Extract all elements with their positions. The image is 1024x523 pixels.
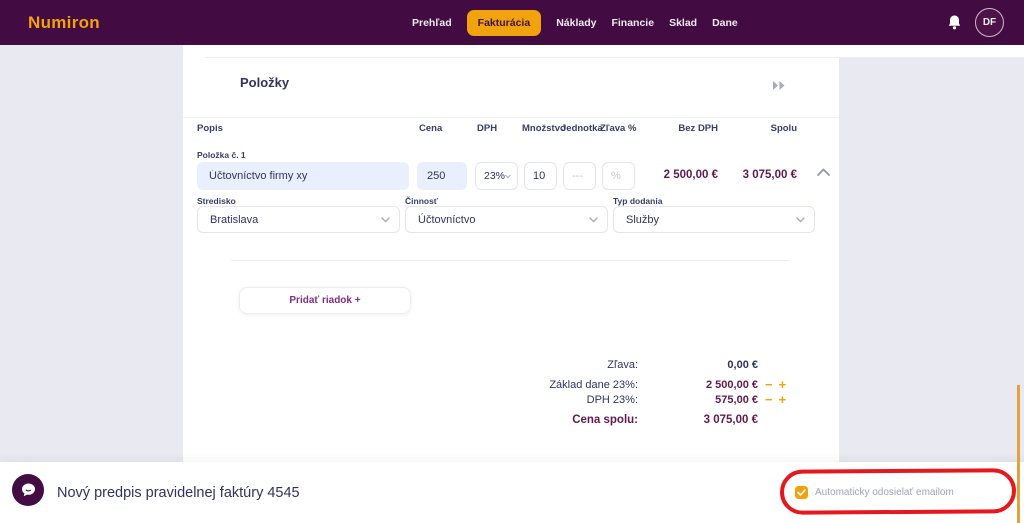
- description-input[interactable]: [197, 162, 409, 190]
- price-input[interactable]: [417, 162, 467, 190]
- discount-input[interactable]: [602, 162, 635, 190]
- header-right: DF: [947, 0, 1004, 45]
- nav-item-sklad[interactable]: Sklad: [669, 16, 698, 29]
- nav-item-naklady[interactable]: Náklady: [556, 16, 597, 29]
- nav-item-financie[interactable]: Financie: [611, 16, 655, 29]
- typ-dodania-label: Typ dodania: [613, 196, 663, 206]
- invoice-items-card: [183, 45, 839, 462]
- chevron-down-icon: [505, 174, 511, 178]
- check-icon: [797, 489, 806, 496]
- row-gross-amount: 3 075,00 €: [742, 169, 797, 181]
- column-header-zlava: Zľava %: [600, 123, 637, 134]
- summary-value: 575,00 €: [715, 393, 758, 406]
- app-logo[interactable]: Numiron: [28, 13, 100, 32]
- vat-select[interactable]: 23%: [475, 162, 518, 190]
- add-row-button[interactable]: Pridať riadok +: [239, 287, 411, 314]
- summary-row-zlava: Zľava: 0,00 €: [440, 357, 796, 372]
- summary-label: Zľava:: [607, 358, 638, 371]
- summary-label: DPH 23%:: [586, 393, 638, 406]
- summary-value: 2 500,00 €: [706, 378, 758, 391]
- nav-item-prehlad[interactable]: Prehľad: [412, 16, 452, 29]
- autosend-checkbox-group[interactable]: Automaticky odosielať emailom: [795, 462, 954, 523]
- summary-label: Základ dane 23%:: [549, 378, 638, 391]
- nav-item-dane[interactable]: Dane: [712, 16, 738, 29]
- summary-adjust: − +: [758, 378, 796, 391]
- row-net-amount: 2 500,00 €: [663, 169, 718, 181]
- column-header-jednotka: Jednotka: [561, 123, 603, 134]
- unit-input[interactable]: [563, 162, 596, 190]
- scrollbar-thumb[interactable]: [1017, 385, 1020, 523]
- decrease-vat-button[interactable]: −: [765, 392, 773, 407]
- summary-row-zaklad-dane: Základ dane 23%: 2 500,00 € − +: [440, 377, 796, 392]
- item-row-label: Položka č. 1: [197, 150, 246, 160]
- increase-base-button[interactable]: +: [778, 377, 787, 392]
- column-header-bez-dph: Bez DPH: [678, 123, 718, 134]
- autosend-label: Automaticky odosielať emailom: [815, 487, 954, 498]
- collapse-forward-icon[interactable]: [772, 80, 786, 91]
- chevron-down-icon: [381, 216, 390, 222]
- items-section-title: Položky: [240, 75, 290, 90]
- stredisko-label: Stredisko: [197, 196, 236, 206]
- column-header-mnozstvo: Množstvo: [522, 123, 566, 134]
- footer-bar: Nový predpis pravidelnej faktúry 4545 Au…: [0, 462, 1024, 523]
- autosend-checkbox[interactable]: [795, 486, 808, 499]
- cinnost-label: Činnosť: [405, 196, 438, 206]
- divider: [205, 57, 1024, 58]
- summary-row-dph: DPH 23%: 575,00 € − +: [440, 392, 796, 407]
- chevron-down-icon: [589, 216, 598, 222]
- stredisko-select[interactable]: Bratislava: [197, 206, 400, 233]
- summary-row-cena-spolu: Cena spolu: 3 075,00 €: [440, 412, 796, 427]
- main-nav: Prehľad Fakturácia Náklady Financie Skla…: [412, 0, 738, 45]
- typ-dodania-select[interactable]: Služby: [613, 206, 815, 233]
- column-header-popis: Popis: [197, 123, 223, 134]
- summary-value: 0,00 €: [727, 358, 758, 371]
- notifications-bell-icon[interactable]: [947, 14, 962, 31]
- avatar[interactable]: DF: [975, 8, 1004, 37]
- column-header-dph: DPH: [477, 123, 498, 134]
- column-header-cena: Cena: [419, 123, 443, 134]
- page-title: Nový predpis pravidelnej faktúry 4545: [57, 484, 300, 501]
- column-header-spolu: Spolu: [770, 123, 797, 134]
- chat-bubble-icon[interactable]: [12, 474, 44, 506]
- collapse-row-chevron-up-icon[interactable]: [816, 167, 831, 177]
- cinnost-select-value: Účtovníctvo: [418, 213, 476, 226]
- divider: [183, 117, 839, 118]
- summary-adjust: − +: [758, 393, 796, 406]
- stredisko-select-value: Bratislava: [210, 213, 259, 226]
- chevron-down-icon: [796, 216, 805, 222]
- summary-value: 3 075,00 €: [703, 413, 758, 426]
- divider: [231, 260, 789, 261]
- quantity-input[interactable]: [524, 162, 557, 190]
- nav-item-fakturacia[interactable]: Fakturácia: [466, 9, 542, 36]
- typ-dodania-select-value: Služby: [626, 213, 660, 226]
- cinnost-select[interactable]: Účtovníctvo: [405, 206, 608, 233]
- vat-select-value: 23%: [484, 170, 506, 182]
- decrease-base-button[interactable]: −: [765, 377, 773, 392]
- increase-vat-button[interactable]: +: [778, 392, 787, 407]
- app-header: Numiron Prehľad Fakturácia Náklady Finan…: [0, 0, 1024, 45]
- summary-label: Cena spolu:: [572, 413, 638, 426]
